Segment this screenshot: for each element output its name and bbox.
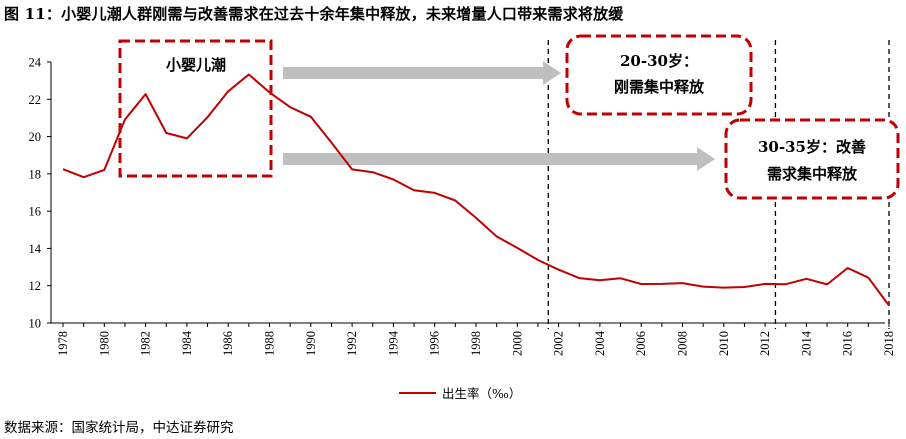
- x-tick-label: 1996: [428, 331, 442, 356]
- arrow-to-30-35-shaft: [283, 153, 699, 165]
- annotation-text-20-30: 20-30岁：: [620, 52, 698, 70]
- legend-label: 出生率（‰）: [442, 386, 521, 401]
- y-tick-label: 20: [29, 130, 42, 144]
- annotation-text-baby-boom: 小婴儿潮: [166, 56, 226, 74]
- x-tick-label: 2006: [634, 331, 648, 356]
- x-tick-label: 1978: [56, 331, 70, 356]
- series-layer: [62, 73, 890, 307]
- x-tick-label: 2016: [841, 331, 855, 356]
- arrow-to-30-35-head: [697, 147, 715, 171]
- x-tick-label: 1988: [263, 331, 277, 356]
- annotation-box-30-35: [724, 118, 900, 200]
- chart-axes: 10 12 14 16 18 20 22 24 1978 1980 1982 1984 1986 1988…: [29, 56, 897, 357]
- x-tick-label: 2008: [676, 331, 690, 356]
- annotation-box-baby-boom: [118, 39, 273, 178]
- legend: 出生率（‰）: [399, 386, 521, 401]
- x-tick-label: 2012: [758, 331, 772, 356]
- x-tick-label: 2018: [882, 331, 896, 356]
- y-tick-label: 24: [29, 56, 42, 70]
- x-tick-label: 2014: [799, 330, 813, 356]
- y-tick-label: 18: [29, 167, 42, 181]
- x-tick-label: 1990: [304, 331, 318, 356]
- y-tick-label: 16: [29, 205, 42, 219]
- annotation-text-30-35: 需求集中释放: [767, 165, 858, 183]
- annotation-arrows: [283, 61, 715, 171]
- x-tick-label: 1992: [345, 331, 359, 356]
- series-line-birth-rate: [62, 73, 890, 307]
- figure-title: 图 11：小婴儿潮人群刚需与改善需求在过去十余年集中释放，未来增量人口带来需求将…: [4, 5, 624, 23]
- arrow-to-20-30-head: [543, 61, 561, 85]
- x-tick-label: 2004: [593, 330, 607, 356]
- y-tick-label: 10: [29, 317, 42, 331]
- x-tick-label: 2000: [510, 331, 524, 356]
- x-tick-label: 1984: [180, 330, 194, 356]
- arrow-to-20-30-shaft: [283, 67, 545, 79]
- annotation-text-20-30: 刚需集中释放: [614, 78, 705, 96]
- x-tick-label: 2002: [552, 331, 566, 356]
- x-tick-label: 2010: [717, 331, 731, 356]
- y-tick-label: 14: [29, 242, 42, 256]
- x-tick-label: 1986: [221, 331, 235, 356]
- x-tick-label: 1998: [469, 331, 483, 356]
- y-tick-label: 22: [29, 93, 42, 107]
- x-tick-label: 1982: [139, 331, 153, 356]
- annotation-box-20-30: [565, 34, 753, 116]
- y-tick-label: 12: [29, 279, 42, 293]
- x-tick-label: 1994: [386, 330, 400, 356]
- x-tick-label: 1980: [97, 331, 111, 356]
- source-note: 数据来源：国家统计局，中达证券研究: [4, 420, 234, 436]
- annotation-text-30-35: 30-35岁：改善: [758, 138, 866, 156]
